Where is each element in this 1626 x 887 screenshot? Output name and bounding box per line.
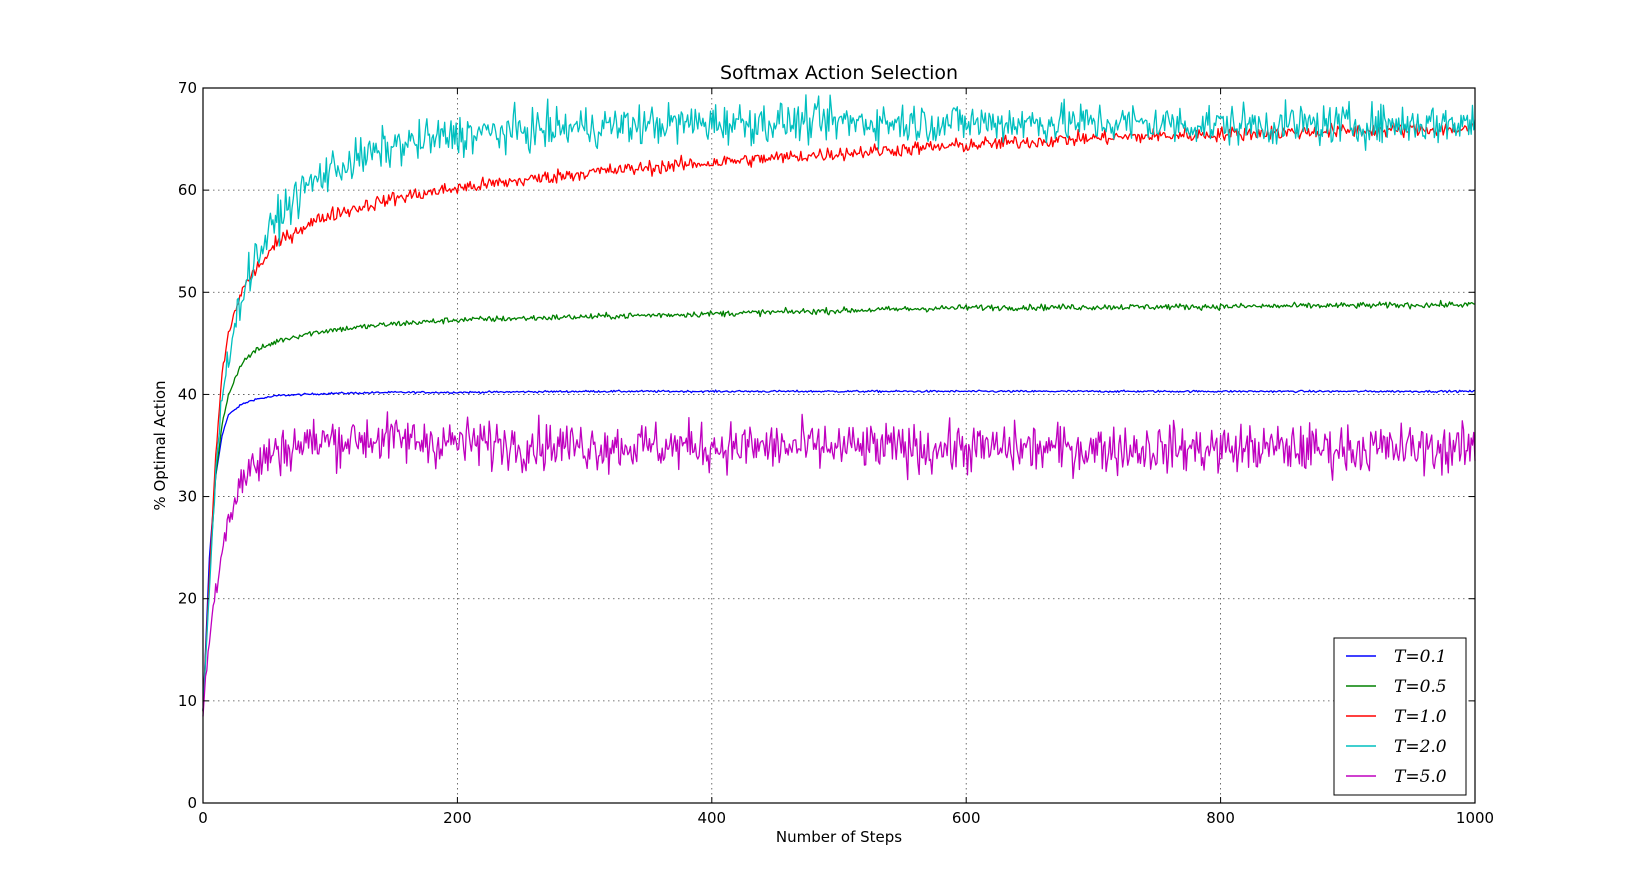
y-tick-label: 30 [178,488,197,506]
axis-ticks: 0 200 400 600 800 1000 0 10 20 30 40 50 60 70 [178,79,1494,827]
y-axis-title: % Optimal Action [151,380,169,510]
legend: T=0.1 T=0.5 T=1.0 T=2.0 T=5.0 [1333,637,1467,796]
y-tick-label: 10 [178,692,197,710]
plot-area [202,94,1476,717]
x-tick-label: 1000 [1456,809,1494,827]
y-tick-label: 20 [178,590,197,608]
series-line-5 [202,411,1476,717]
series-line-4 [202,94,1476,711]
x-tick-label: 600 [952,809,981,827]
plot-frame [202,87,1476,804]
legend-label: T=5.0 [1394,767,1447,787]
legend-label: T=0.1 [1394,647,1447,667]
x-tick-label: 0 [198,809,208,827]
series-line-2 [202,299,1476,711]
y-tick-label: 40 [178,385,197,403]
y-tick-label: 70 [178,79,197,97]
x-tick-label: 200 [443,809,472,827]
legend-label: T=2.0 [1394,737,1447,757]
chart-title: Softmax Action Selection [720,62,958,84]
legend-label: T=0.5 [1394,677,1447,697]
x-tick-label: 800 [1206,809,1235,827]
x-tick-label: 400 [697,809,726,827]
x-axis-title: Number of Steps [776,828,902,846]
legend-label: T=1.0 [1394,707,1447,727]
y-tick-label: 60 [178,181,197,199]
grid [203,88,1475,803]
y-tick-label: 0 [187,794,197,812]
y-tick-label: 50 [178,283,197,301]
series-line-1 [202,389,1476,711]
